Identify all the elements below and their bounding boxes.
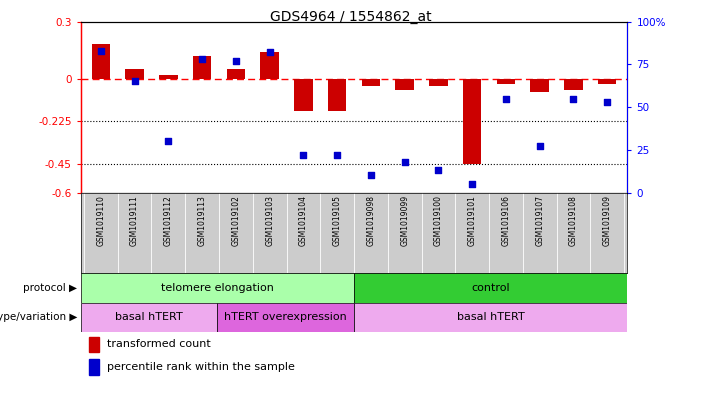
Bar bbox=[496, 79, 515, 84]
Text: GSM1019110: GSM1019110 bbox=[96, 195, 105, 246]
Text: telomere elongation: telomere elongation bbox=[161, 283, 274, 293]
Point bbox=[264, 49, 275, 55]
Text: GSM1019105: GSM1019105 bbox=[333, 195, 341, 246]
Text: GSM1019106: GSM1019106 bbox=[501, 195, 510, 246]
Bar bbox=[429, 79, 448, 86]
Bar bbox=[159, 75, 177, 79]
Bar bbox=[354, 303, 627, 332]
Point bbox=[601, 99, 613, 105]
Text: GSM1019103: GSM1019103 bbox=[265, 195, 274, 246]
Text: transformed count: transformed count bbox=[107, 339, 210, 349]
Text: GSM1019111: GSM1019111 bbox=[130, 195, 139, 246]
Point bbox=[433, 167, 444, 173]
Bar bbox=[226, 69, 245, 79]
Text: GSM1019112: GSM1019112 bbox=[164, 195, 173, 246]
Point bbox=[568, 95, 579, 102]
Text: protocol ▶: protocol ▶ bbox=[23, 283, 77, 293]
Bar bbox=[92, 44, 110, 79]
Bar bbox=[463, 79, 482, 164]
Text: GSM1019108: GSM1019108 bbox=[569, 195, 578, 246]
Bar bbox=[362, 79, 380, 86]
Text: control: control bbox=[471, 283, 510, 293]
Bar bbox=[81, 273, 354, 303]
Text: hTERT overexpression: hTERT overexpression bbox=[224, 312, 347, 322]
Bar bbox=[328, 79, 346, 111]
Point bbox=[399, 159, 410, 165]
Text: GSM1019107: GSM1019107 bbox=[535, 195, 544, 246]
Text: GSM1019101: GSM1019101 bbox=[468, 195, 477, 246]
Bar bbox=[354, 273, 627, 303]
Bar bbox=[89, 360, 99, 375]
Bar bbox=[294, 79, 313, 111]
Point bbox=[95, 48, 107, 54]
Text: GSM1019104: GSM1019104 bbox=[299, 195, 308, 246]
Text: GSM1019109: GSM1019109 bbox=[603, 195, 612, 246]
Text: basal hTERT: basal hTERT bbox=[457, 312, 524, 322]
Bar bbox=[193, 56, 212, 79]
Bar bbox=[125, 69, 144, 79]
Bar bbox=[395, 79, 414, 90]
Point bbox=[365, 172, 376, 178]
Point bbox=[196, 56, 207, 62]
Point bbox=[332, 152, 343, 158]
Bar bbox=[260, 52, 279, 79]
Text: GSM1019113: GSM1019113 bbox=[198, 195, 207, 246]
Bar bbox=[217, 303, 354, 332]
Point bbox=[163, 138, 174, 144]
Text: percentile rank within the sample: percentile rank within the sample bbox=[107, 362, 294, 372]
Point bbox=[298, 152, 309, 158]
Bar bbox=[89, 337, 99, 352]
Point bbox=[534, 143, 545, 150]
Text: GSM1019100: GSM1019100 bbox=[434, 195, 443, 246]
Bar bbox=[81, 303, 217, 332]
Text: genotype/variation ▶: genotype/variation ▶ bbox=[0, 312, 77, 322]
Bar bbox=[598, 79, 616, 84]
Text: GSM1019099: GSM1019099 bbox=[400, 195, 409, 246]
Text: basal hTERT: basal hTERT bbox=[115, 312, 183, 322]
Point bbox=[230, 58, 241, 64]
Text: GSM1019102: GSM1019102 bbox=[231, 195, 240, 246]
Text: GSM1019098: GSM1019098 bbox=[367, 195, 375, 246]
Point bbox=[501, 95, 512, 102]
Bar bbox=[564, 79, 583, 90]
Point bbox=[129, 78, 140, 84]
Point bbox=[467, 181, 478, 187]
Bar bbox=[531, 79, 549, 92]
Text: GDS4964 / 1554862_at: GDS4964 / 1554862_at bbox=[270, 10, 431, 24]
